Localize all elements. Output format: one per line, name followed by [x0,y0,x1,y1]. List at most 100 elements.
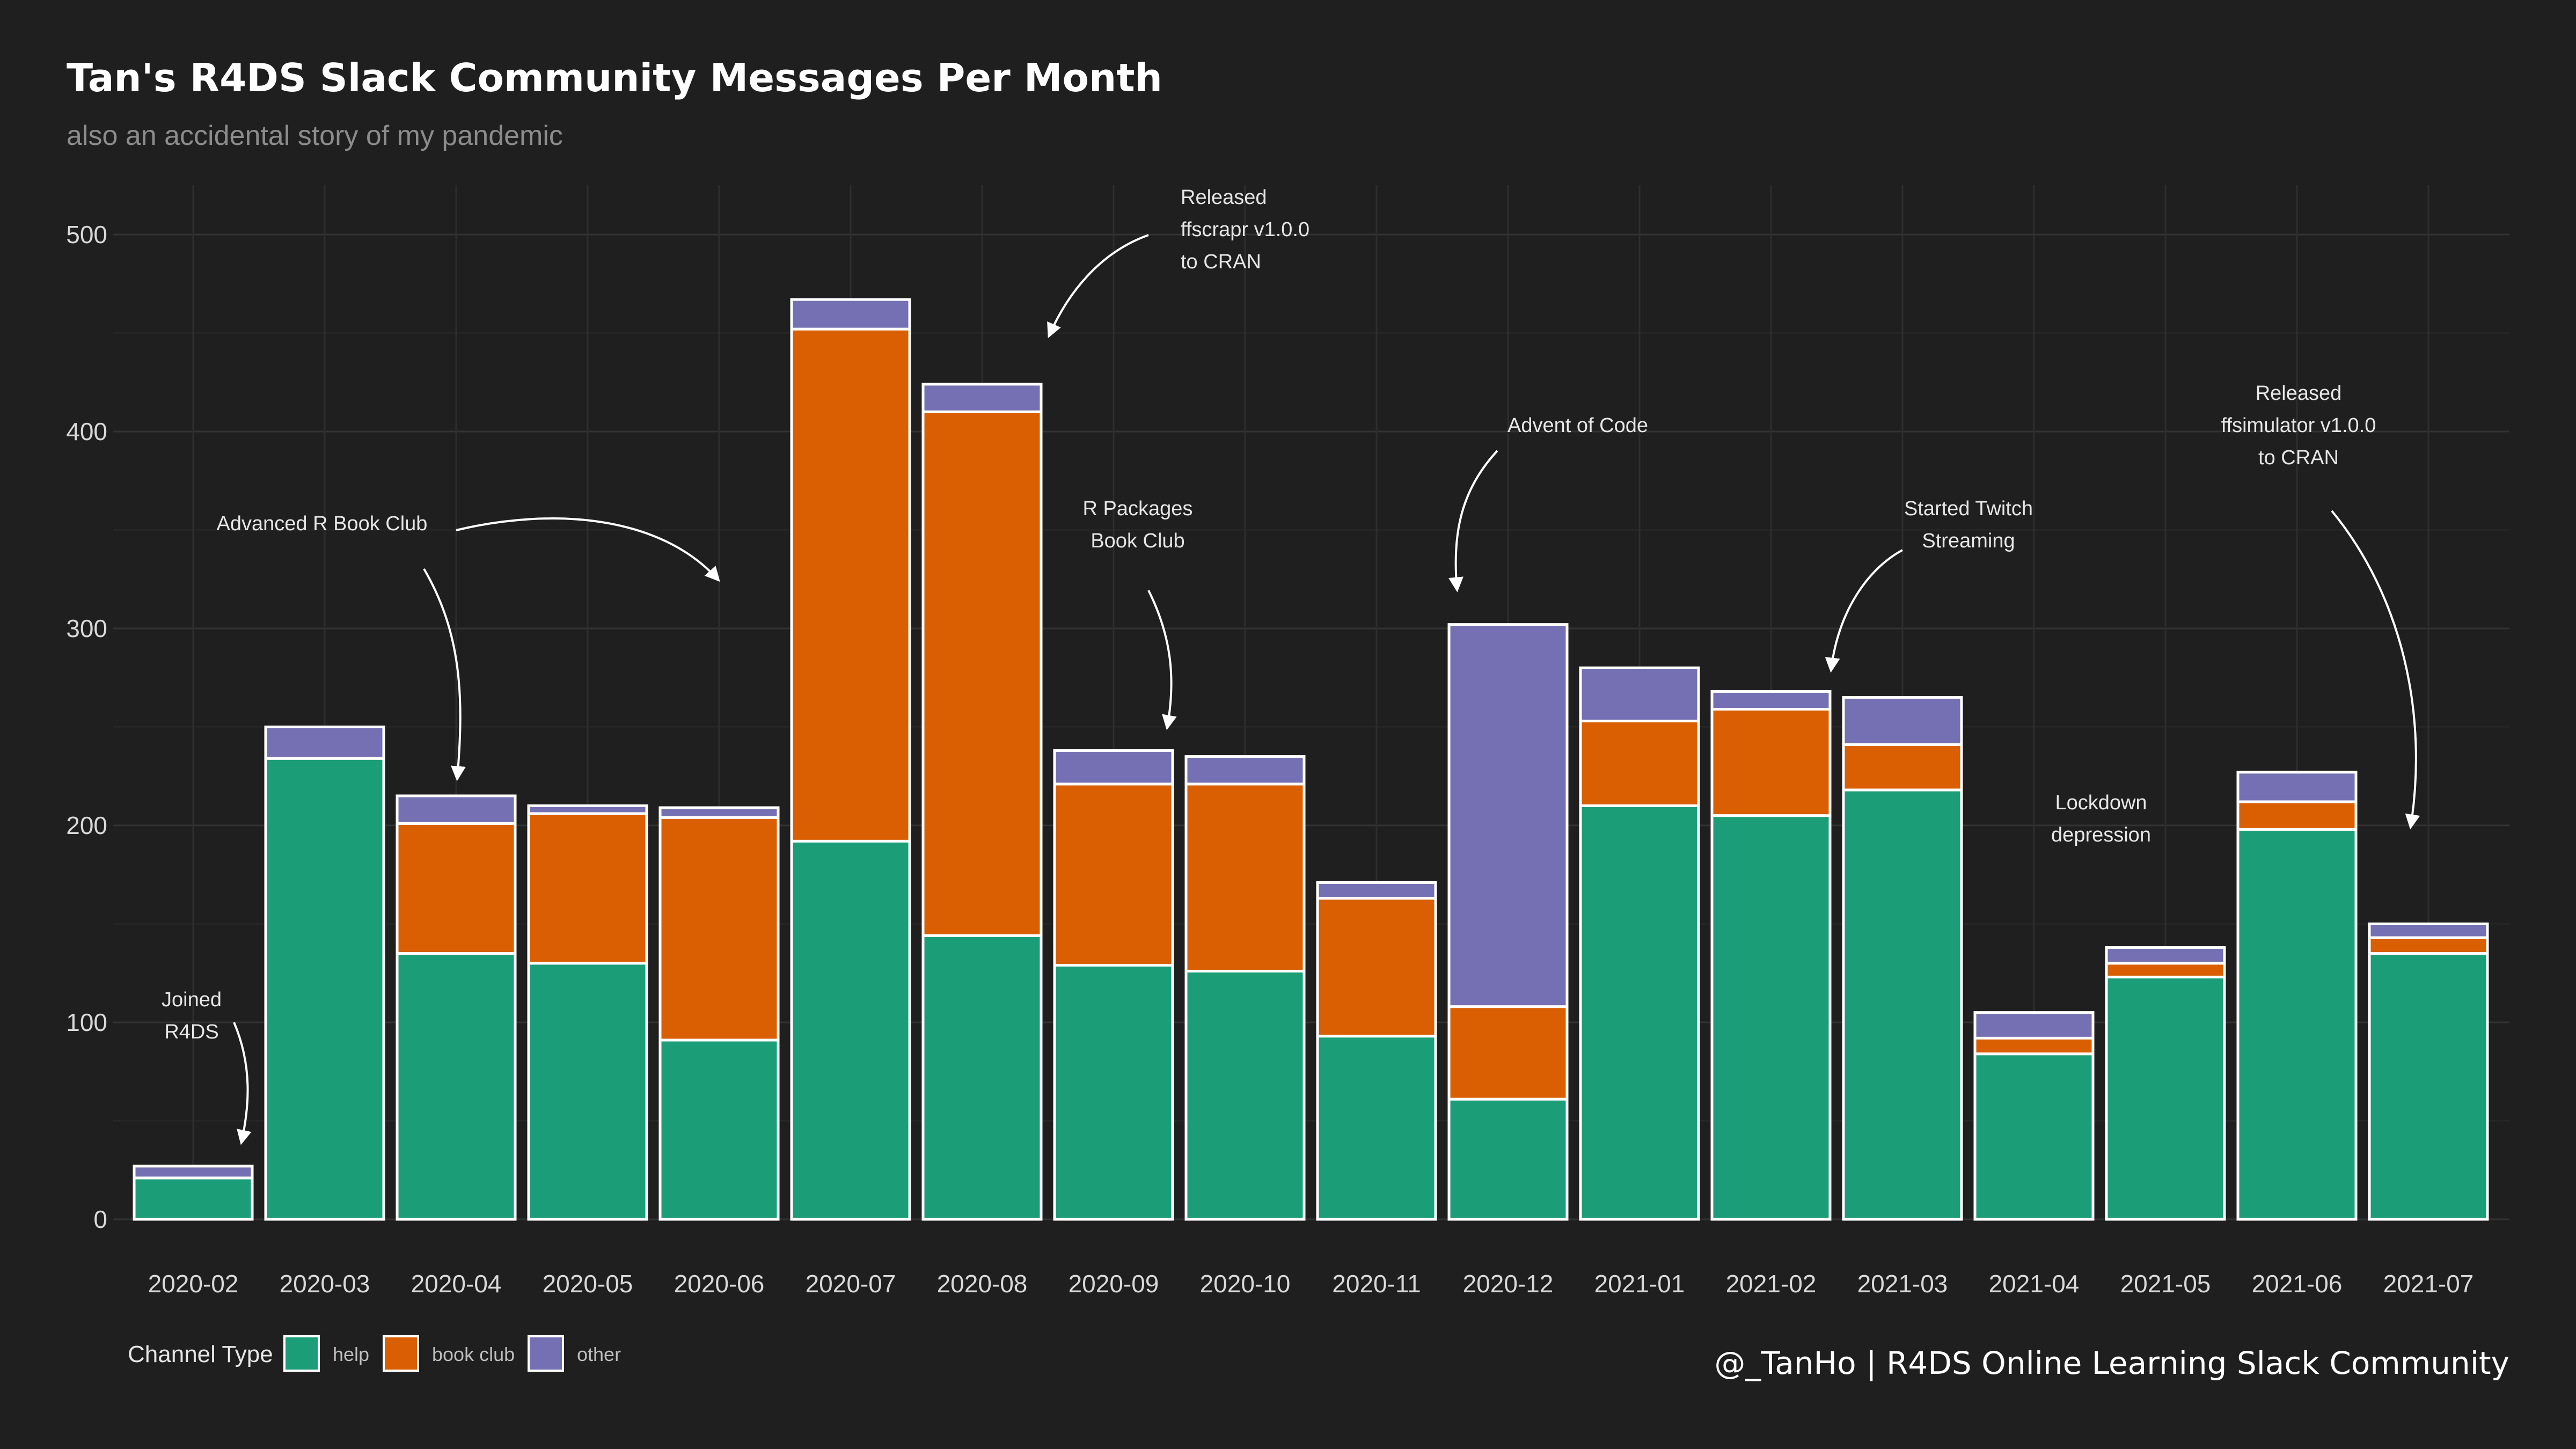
bar-other-2020-08 [921,383,1043,413]
x-tick-label: 2020-02 [148,1270,239,1298]
bar-book-club-2021-06 [2236,800,2358,831]
annotation-arrow [233,1022,252,1145]
bar-book-club-2020-04 [396,822,517,955]
bar-help-2021-06 [2236,828,2358,1221]
bar-help-2021-03 [1842,788,1963,1221]
y-tick-label: 100 [66,1008,107,1036]
legend-swatch-other [528,1335,564,1372]
annotation-arrow [1047,234,1149,339]
bars [133,298,2489,1221]
x-axis: 2020-02 2020-03 2020-04 2020-05 2020-06 2020-… [148,1270,2474,1298]
bar-other-2021-04 [1973,1011,2095,1040]
annotation-arrow [423,568,466,781]
x-tick-label: 2020-04 [411,1270,502,1298]
bar-other-2020-04 [396,794,517,825]
bar-other-2020-11 [1316,881,1437,900]
bar-book-club-2020-12 [1447,1005,1569,1101]
bar-help-2021-01 [1579,804,1700,1221]
x-tick-label: 2020-08 [937,1270,1028,1298]
annotation-arrow [1825,549,1903,673]
legend-label: help [333,1343,369,1365]
annotation-arrow [456,517,720,582]
y-tick-label: 300 [66,614,107,642]
bar-other-2020-07 [790,298,911,331]
x-tick-label: 2021-05 [2120,1270,2211,1298]
y-tick-label: 500 [66,221,107,248]
annotation-arrow [2331,510,2420,830]
bar-book-club-2020-10 [1184,782,1306,973]
bar-other-2020-09 [1053,749,1174,786]
annotation-label: Started Twitch Streaming [1904,497,2033,552]
bar-help-2021-02 [1710,814,1832,1221]
bar-other-2021-02 [1710,690,1832,711]
bar-help-2020-11 [1316,1035,1437,1221]
bar-help-2021-07 [2368,952,2489,1221]
legend-label: book club [432,1343,515,1365]
x-tick-label: 2020-12 [1463,1270,1554,1298]
bar-book-club-2020-07 [790,327,911,843]
bar-other-2021-01 [1579,666,1700,722]
chart-title: Tan's R4DS Slack Community Messages Per … [67,55,1162,100]
chart-subtitle: also an accidental story of my pandemic [67,120,563,151]
bar-book-club-2021-02 [1710,707,1832,817]
annotations: Joined R4DS Advanced R Book Club Released ff… [162,186,2376,1043]
bar-other-2021-07 [2368,923,2489,939]
chart-caption: @_TanHo | R4DS Online Learning Slack Com… [1714,1345,2509,1381]
bar-other-2020-10 [1184,755,1306,786]
bar-help-2021-05 [2105,976,2226,1221]
bar-other-2021-05 [2105,946,2226,965]
legend-swatch-help [283,1335,320,1372]
legend: Channel Type help book club other [128,1335,621,1372]
bar-help-2020-12 [1447,1097,1569,1221]
bar-help-2021-04 [1973,1052,2095,1221]
x-tick-label: 2020-09 [1069,1270,1159,1298]
annotation-label: Released ffsimulator v1.0.0 to CRAN [2221,382,2376,469]
bar-other-2021-03 [1842,696,1963,747]
x-tick-label: 2021-04 [1989,1270,2080,1298]
bar-book-club-2020-09 [1053,782,1174,967]
bar-help-2020-09 [1053,964,1174,1221]
x-tick-label: 2020-05 [543,1270,633,1298]
annotation-label: Advanced R Book Club [217,513,428,535]
x-tick-label: 2021-07 [2383,1270,2474,1298]
bar-help-2020-07 [790,839,911,1221]
legend-title: Channel Type [128,1341,273,1367]
x-tick-label: 2020-11 [1332,1270,1421,1298]
legend-label: other [577,1343,621,1365]
bar-book-club-2020-11 [1316,897,1437,1038]
bar-other-2020-03 [264,726,385,760]
x-tick-label: 2020-03 [280,1270,370,1298]
annotation-label: Released ffscrapr v1.0.0 to CRAN [1181,186,1309,273]
bar-other-2020-05 [527,804,648,815]
bar-help-2020-08 [921,934,1043,1221]
bar-other-2020-02 [133,1165,254,1180]
x-tick-label: 2021-03 [1857,1270,1948,1298]
bar-book-club-2020-08 [921,410,1043,938]
y-tick-label: 0 [93,1205,107,1233]
bar-help-2020-06 [658,1038,780,1221]
legend-swatch-book-club [383,1335,419,1372]
annotation-label: Lockdown depression [2051,792,2151,846]
annotation-label: R Packages Book Club [1083,497,1193,552]
bar-book-club-2021-03 [1842,743,1963,792]
bar-book-club-2021-05 [2105,962,2226,979]
annotation-arrow [1448,450,1498,592]
annotation-label: Advent of Code [1507,414,1648,437]
bar-help-2020-05 [527,962,648,1221]
bar-book-club-2021-01 [1579,719,1700,807]
bar-other-2020-12 [1447,623,1569,1008]
x-tick-label: 2021-06 [2252,1270,2343,1298]
bar-book-club-2021-04 [1973,1036,2095,1056]
x-tick-label: 2020-06 [674,1270,765,1298]
x-tick-label: 2020-07 [806,1270,896,1298]
bar-other-2020-06 [658,806,780,819]
bar-help-2020-02 [133,1176,254,1221]
annotation-label: Joined R4DS [162,989,222,1043]
bar-help-2020-10 [1184,970,1306,1221]
bar-other-2021-06 [2236,771,2358,803]
bar-book-club-2021-07 [2368,936,2489,955]
bar-book-club-2020-06 [658,816,780,1042]
annotation-arrow [1147,590,1177,730]
